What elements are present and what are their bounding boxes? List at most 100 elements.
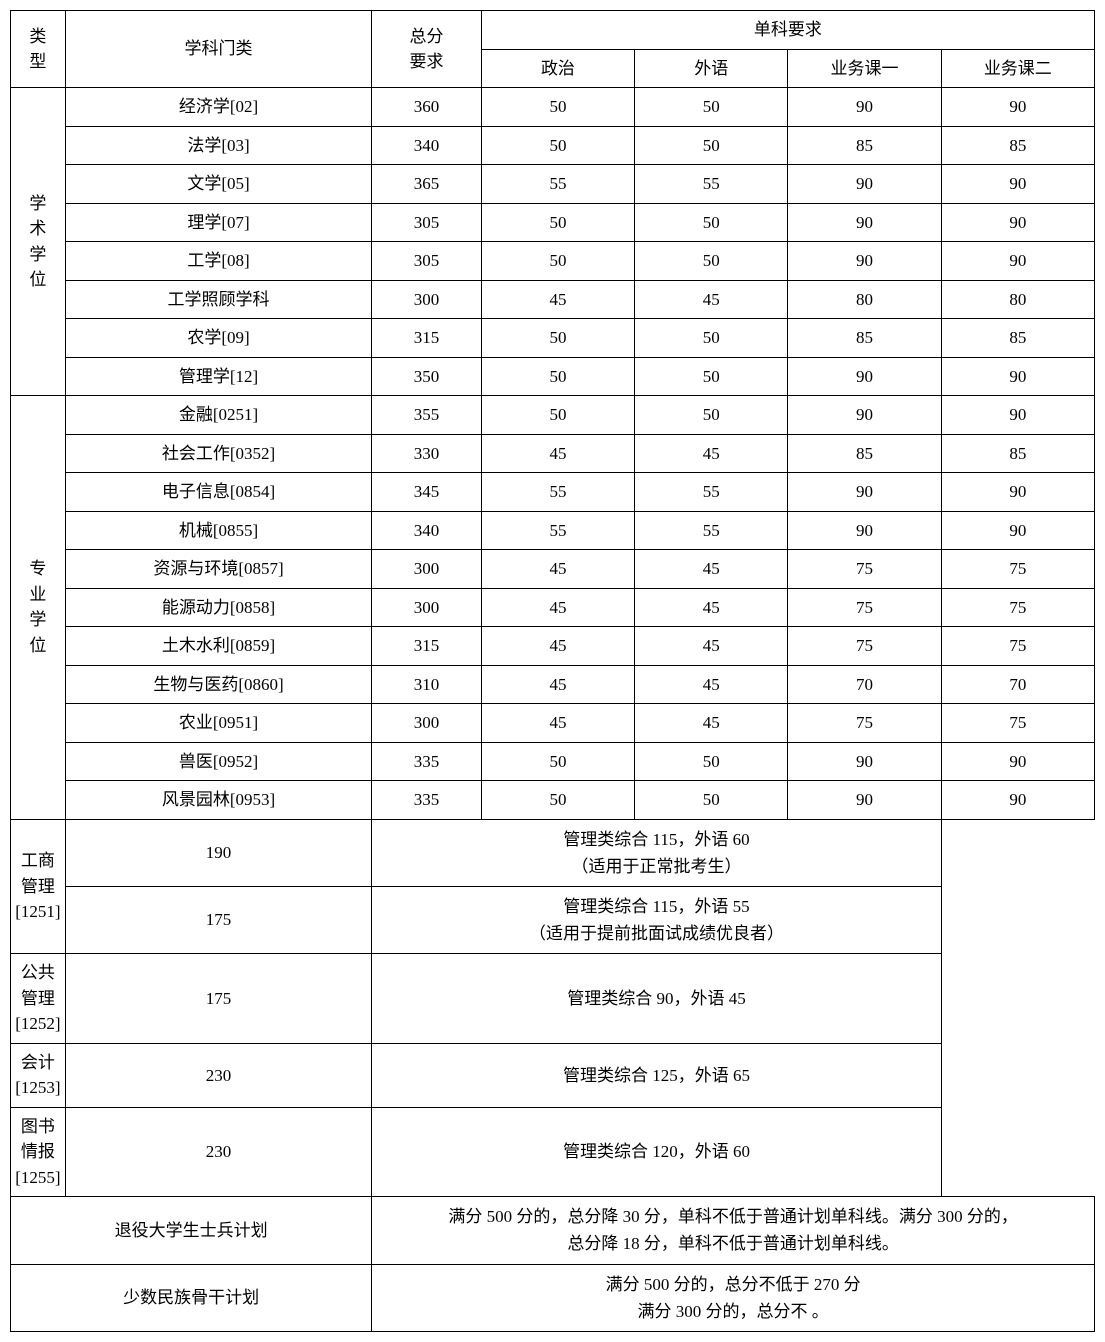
table-row: 理学[07]30550509090: [11, 203, 1095, 242]
politics-cell: 50: [481, 319, 634, 358]
foreign-cell: 50: [635, 396, 788, 435]
table-row: 电子信息[0854]34555559090: [11, 473, 1095, 512]
total-cell: 310: [372, 665, 481, 704]
score-table: 类 型 学科门类 总分 要求 单科要求 政治 外语 业务课一 业务课二 学 术 …: [10, 10, 1095, 1332]
total-cell: 300: [372, 280, 481, 319]
group-professional: 专 业 学 位: [11, 396, 66, 820]
subject-cell: 兽医[0952]: [65, 742, 372, 781]
foreign-cell: 45: [635, 588, 788, 627]
subject-cell: 风景园林[0953]: [65, 781, 372, 820]
minority-label: 少数民族骨干计划: [11, 1264, 372, 1331]
foreign-cell: 45: [635, 627, 788, 666]
foreign-cell: 50: [635, 781, 788, 820]
politics-cell: 50: [481, 203, 634, 242]
table-row: 文学[05]36555559090: [11, 165, 1095, 204]
politics-cell: 50: [481, 88, 634, 127]
subject-cell: 土木水利[0859]: [65, 627, 372, 666]
table-row: 生物与医药[0860]31045457070: [11, 665, 1095, 704]
course2-cell: 90: [941, 781, 1094, 820]
foreign-cell: 50: [635, 742, 788, 781]
table-row: 少数民族骨干计划 满分 500 分的，总分不低于 270 分 满分 300 分的…: [11, 1264, 1095, 1331]
politics-cell: 50: [481, 742, 634, 781]
total-cell: 365: [372, 165, 481, 204]
course2-cell: 90: [941, 242, 1094, 281]
course2-cell: 90: [941, 165, 1094, 204]
foreign-cell: 45: [635, 280, 788, 319]
subject-cell: 工学照顾学科: [65, 280, 372, 319]
minority-note: 满分 500 分的，总分不低于 270 分 满分 300 分的，总分不 。: [372, 1264, 1095, 1331]
subject-cell: 法学[03]: [65, 126, 372, 165]
table-row: 175 管理类综合 115，外语 55 （适用于提前批面试成绩优良者）: [11, 886, 1095, 953]
total-cell: 315: [372, 319, 481, 358]
course2-cell: 75: [941, 550, 1094, 589]
note-cell: 管理类综合 125，外语 65: [372, 1043, 941, 1107]
note-cell: 管理类综合 115，外语 55 （适用于提前批面试成绩优良者）: [372, 886, 941, 953]
subject-cell: 能源动力[0858]: [65, 588, 372, 627]
course2-cell: 90: [941, 511, 1094, 550]
course2-cell: 90: [941, 203, 1094, 242]
course1-cell: 80: [788, 280, 941, 319]
course2-cell: 80: [941, 280, 1094, 319]
header-politics: 政治: [481, 49, 634, 88]
course1-cell: 85: [788, 319, 941, 358]
politics-cell: 50: [481, 396, 634, 435]
table-row: 退役大学生士兵计划 满分 500 分的，总分降 30 分，单科不低于普通计划单科…: [11, 1197, 1095, 1264]
course1-cell: 90: [788, 242, 941, 281]
course2-cell: 85: [941, 434, 1094, 473]
header-foreign: 外语: [635, 49, 788, 88]
politics-cell: 55: [481, 511, 634, 550]
course1-cell: 90: [788, 781, 941, 820]
total-cell: 300: [372, 588, 481, 627]
table-row: 风景园林[0953]33550509090: [11, 781, 1095, 820]
table-row: 管理学[12]35050509090: [11, 357, 1095, 396]
politics-cell: 50: [481, 126, 634, 165]
course1-cell: 90: [788, 88, 941, 127]
header-subject: 学科门类: [65, 11, 372, 88]
politics-cell: 45: [481, 550, 634, 589]
header-row-1: 类 型 学科门类 总分 要求 单科要求: [11, 11, 1095, 50]
table-row: 农业[0951]30045457575: [11, 704, 1095, 743]
header-total: 总分 要求: [372, 11, 481, 88]
total-cell: 350: [372, 357, 481, 396]
course1-cell: 75: [788, 550, 941, 589]
subject-cell: 生物与医药[0860]: [65, 665, 372, 704]
total-cell: 315: [372, 627, 481, 666]
subject-cell: 农业[0951]: [65, 704, 372, 743]
table-row: 学 术 学 位经济学[02]36050509090: [11, 88, 1095, 127]
course2-cell: 90: [941, 396, 1094, 435]
course1-cell: 75: [788, 588, 941, 627]
total-cell: 230: [65, 1107, 372, 1197]
total-cell: 175: [65, 886, 372, 953]
subject-cell: 图书情报[1255]: [11, 1107, 66, 1197]
course2-cell: 90: [941, 473, 1094, 512]
course2-cell: 90: [941, 357, 1094, 396]
table-row: 农学[09]31550508585: [11, 319, 1095, 358]
course2-cell: 75: [941, 588, 1094, 627]
header-course2: 业务课二: [941, 49, 1094, 88]
total-cell: 335: [372, 781, 481, 820]
politics-cell: 50: [481, 781, 634, 820]
total-cell: 340: [372, 126, 481, 165]
total-cell: 300: [372, 550, 481, 589]
total-cell: 335: [372, 742, 481, 781]
foreign-cell: 50: [635, 319, 788, 358]
course2-cell: 70: [941, 665, 1094, 704]
foreign-cell: 50: [635, 242, 788, 281]
course2-cell: 75: [941, 704, 1094, 743]
table-row: 土木水利[0859]31545457575: [11, 627, 1095, 666]
table-row: 工学[08]30550509090: [11, 242, 1095, 281]
course2-cell: 85: [941, 319, 1094, 358]
total-cell: 330: [372, 434, 481, 473]
total-cell: 345: [372, 473, 481, 512]
subject-cell: 农学[09]: [65, 319, 372, 358]
foreign-cell: 45: [635, 665, 788, 704]
politics-cell: 45: [481, 627, 634, 666]
subject-cell: 管理学[12]: [65, 357, 372, 396]
total-cell: 355: [372, 396, 481, 435]
table-row: 兽医[0952]33550509090: [11, 742, 1095, 781]
politics-cell: 45: [481, 665, 634, 704]
politics-cell: 45: [481, 280, 634, 319]
course2-cell: 90: [941, 742, 1094, 781]
header-single: 单科要求: [481, 11, 1094, 50]
course2-cell: 90: [941, 88, 1094, 127]
